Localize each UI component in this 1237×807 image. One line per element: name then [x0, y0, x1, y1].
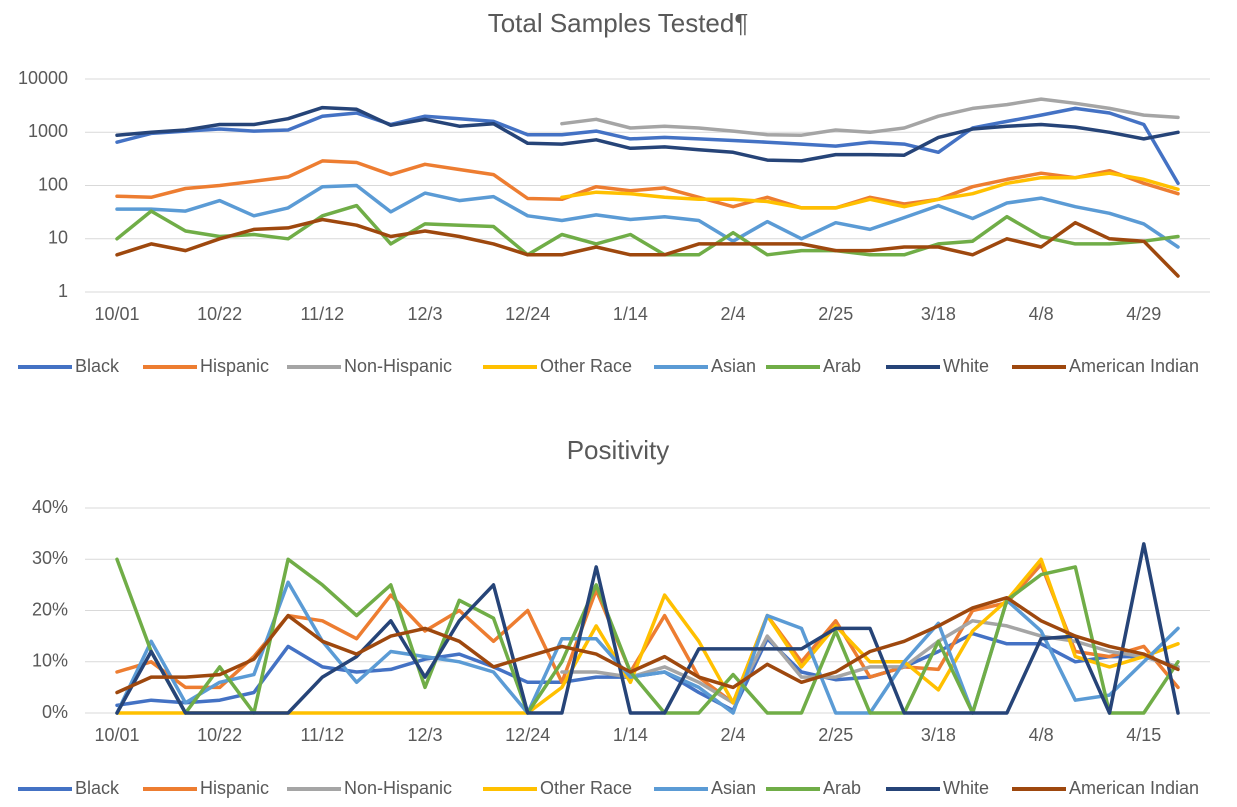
y-tick-label: 40%	[32, 497, 68, 517]
chart-title: Total Samples Tested¶	[488, 8, 749, 38]
y-tick-label: 10	[48, 228, 68, 248]
x-tick-label: 2/25	[818, 304, 853, 324]
legend-label: Black	[75, 356, 120, 376]
x-tick-label: 10/22	[197, 725, 242, 745]
x-tick-label: 11/12	[300, 304, 344, 324]
series-line	[115, 595, 1180, 695]
x-tick-label: 10/01	[94, 725, 139, 745]
y-tick-label: 10000	[18, 68, 68, 88]
x-tick-label: 2/25	[818, 725, 853, 745]
legend-label: White	[943, 356, 989, 376]
x-tick-label: 11/12	[300, 725, 344, 745]
y-tick-label: 10%	[32, 651, 68, 671]
legend-label: Non-Hispanic	[344, 778, 452, 798]
x-tick-label: 3/18	[921, 304, 956, 324]
legend-label: Asian	[711, 778, 756, 798]
series-line	[115, 106, 1180, 186]
legend-label: Non-Hispanic	[344, 356, 452, 376]
series-line	[115, 557, 1180, 715]
y-tick-label: 30%	[32, 548, 68, 568]
y-tick-label: 1	[58, 281, 68, 301]
legend-label: Asian	[711, 356, 756, 376]
x-tick-label: 12/24	[505, 725, 550, 745]
series-line	[115, 183, 1180, 249]
x-tick-label: 12/3	[408, 304, 443, 324]
x-tick-label: 4/8	[1029, 725, 1054, 745]
series-line	[560, 619, 1180, 705]
series-line	[560, 97, 1180, 137]
legend-label: American Indian	[1069, 356, 1199, 376]
chart-title: Positivity	[567, 435, 670, 465]
y-tick-label: 1000	[28, 121, 68, 141]
series-line	[115, 542, 1180, 715]
legend-label: Black	[75, 778, 120, 798]
x-tick-label: 10/22	[197, 304, 242, 324]
legend-label: Arab	[823, 356, 861, 376]
x-tick-label: 12/24	[505, 304, 550, 324]
x-tick-label: 10/01	[94, 304, 139, 324]
legend-label: Other Race	[540, 778, 632, 798]
series-line	[115, 217, 1180, 278]
legend-label: White	[943, 778, 989, 798]
legend-label: Other Race	[540, 356, 632, 376]
series-line	[115, 557, 1180, 715]
x-tick-label: 2/4	[721, 725, 746, 745]
x-tick-label: 3/18	[921, 725, 956, 745]
x-tick-label: 1/14	[613, 725, 648, 745]
y-tick-label: 20%	[32, 599, 68, 619]
legend-label: Hispanic	[200, 356, 269, 376]
series-line	[115, 159, 1180, 210]
series-line	[560, 171, 1180, 210]
x-tick-label: 4/8	[1029, 304, 1054, 324]
series-line	[115, 105, 1180, 163]
y-tick-label: 0%	[42, 702, 68, 722]
x-tick-label: 4/29	[1126, 304, 1161, 324]
legend-label: Hispanic	[200, 778, 269, 798]
series-line	[115, 203, 1180, 257]
x-tick-label: 12/3	[408, 725, 443, 745]
x-tick-label: 4/15	[1126, 725, 1161, 745]
x-tick-label: 2/4	[721, 304, 746, 324]
x-tick-label: 1/14	[613, 304, 648, 324]
legend-label: Arab	[823, 778, 861, 798]
y-tick-label: 100	[38, 174, 68, 194]
legend-label: American Indian	[1069, 778, 1199, 798]
